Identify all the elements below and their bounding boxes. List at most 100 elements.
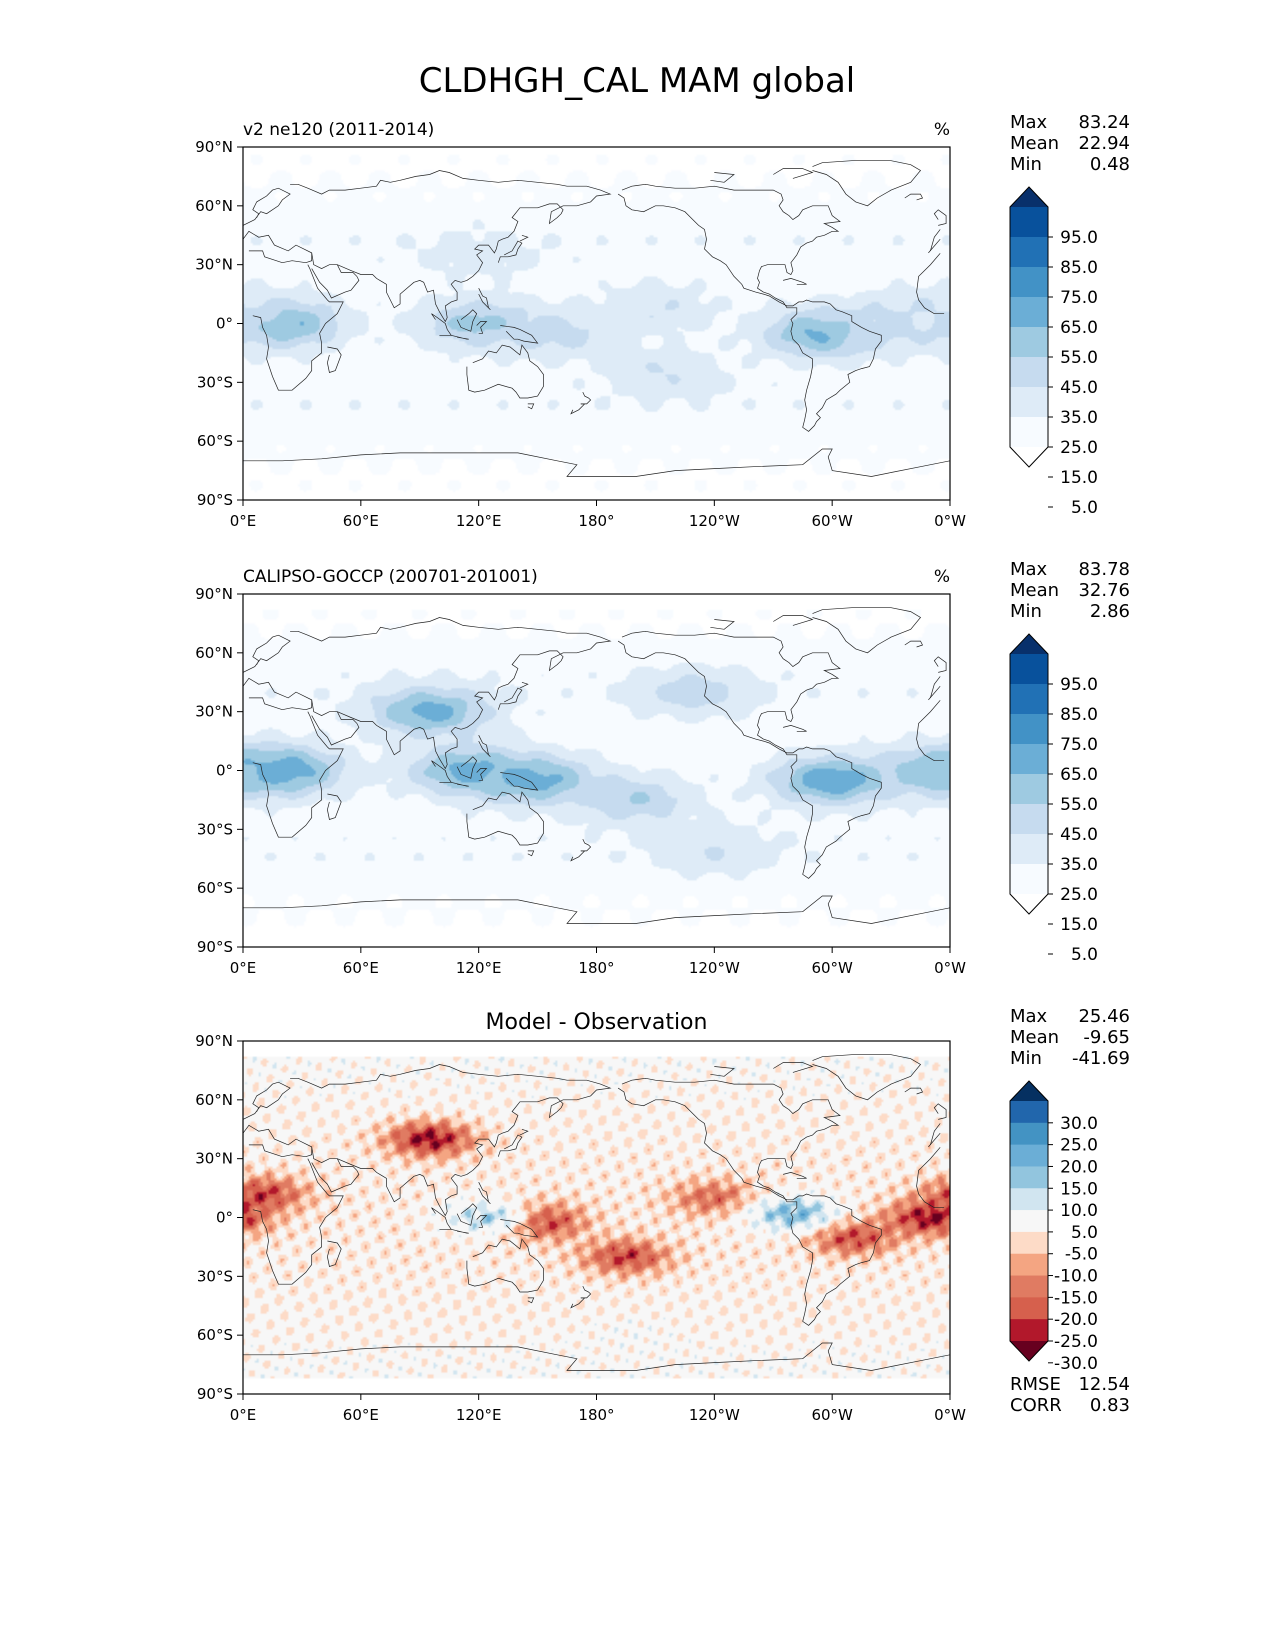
colorbar-segment	[1010, 774, 1048, 805]
colorbar-label: 75.0	[1060, 288, 1098, 308]
stat-value-corr: 0.83	[1090, 1395, 1130, 1416]
colorbar-label: 25.0	[1060, 885, 1098, 905]
colorbar-label: 5.0	[1071, 945, 1098, 965]
stat-label-rmse: RMSE	[1010, 1374, 1061, 1395]
colorbar-label: 20.0	[1060, 1157, 1098, 1177]
y-tick-label: 90°S	[197, 1385, 233, 1403]
colorbar-label: 75.0	[1060, 735, 1098, 755]
colorbar-label: 35.0	[1060, 855, 1098, 875]
y-tick-label: 30°S	[197, 373, 233, 391]
units-label: %	[934, 567, 950, 587]
map-panel-2: 0°E 60°E 120°E 180° 120°W 60°W 0°W 90°N 60°N 30°N…	[195, 559, 1130, 977]
colorbar-segment	[1010, 1081, 1048, 1101]
x-tick-label: 0°E	[230, 512, 257, 530]
stat-label-min: Min	[1010, 154, 1042, 175]
colorbar-segment	[1010, 1122, 1048, 1146]
x-tick-label: 60°E	[343, 512, 379, 530]
y-tick-label: 60°S	[197, 1326, 233, 1344]
x-tick-label: 120°W	[689, 959, 740, 977]
x-tick-label: 0°E	[230, 959, 257, 977]
colorbar-segment	[1010, 744, 1048, 775]
stat-label-max: Max	[1010, 559, 1048, 580]
stat-value-mean: -9.65	[1083, 1027, 1130, 1048]
colorbar-segment	[1010, 267, 1048, 298]
colorbar-segment	[1010, 804, 1048, 835]
x-tick-label: 60°E	[343, 1406, 379, 1424]
colorbar-label: 95.0	[1060, 228, 1098, 248]
colorbar-label: 45.0	[1060, 378, 1098, 398]
colorbar-label: -15.0	[1054, 1288, 1098, 1308]
y-tick-label: 0°	[216, 315, 233, 333]
colorbar-segment	[1010, 297, 1048, 328]
colorbar-label: 10.0	[1060, 1201, 1098, 1221]
coastlines	[243, 160, 950, 477]
colorbar-segment	[1010, 1319, 1048, 1342]
stat-label-mean: Mean	[1010, 133, 1059, 154]
colorbar-segment	[1010, 834, 1048, 865]
x-tick-label: 60°W	[811, 959, 853, 977]
colorbar-segment	[1010, 1210, 1048, 1233]
colorbar-label: 35.0	[1060, 408, 1098, 428]
stat-value-rmse: 12.54	[1078, 1374, 1130, 1395]
x-tick-label: 0°W	[934, 512, 966, 530]
colorbar-segment	[1010, 1188, 1048, 1211]
map-panel-1: 0°E 60°E 120°E 180° 120°W 60°W 0°W 90°N 60°N 30°N…	[195, 112, 1130, 530]
x-tick-label: 0°E	[230, 1406, 257, 1424]
stat-value-min: -41.69	[1072, 1048, 1130, 1069]
y-tick-label: 30°S	[197, 1267, 233, 1285]
stat-value-max: 83.24	[1078, 112, 1130, 133]
colorbar-segment	[1010, 654, 1048, 685]
colorbar-segment	[1010, 1166, 1048, 1189]
stat-value-mean: 22.94	[1078, 133, 1130, 154]
stat-value-max: 25.46	[1078, 1006, 1130, 1027]
colorbar-label: 85.0	[1060, 258, 1098, 278]
colorbar-label: -10.0	[1054, 1267, 1098, 1287]
colorbar-segment	[1010, 684, 1048, 715]
y-tick-label: 60°S	[197, 879, 233, 897]
colorbar-segment	[1010, 714, 1048, 745]
stat-value-min: 0.48	[1090, 154, 1130, 175]
x-tick-label: 0°W	[934, 1406, 966, 1424]
y-tick-label: 60°S	[197, 432, 233, 450]
colorbar-label: -20.0	[1054, 1310, 1098, 1330]
colorbar-label: 15.0	[1060, 468, 1098, 488]
x-tick-label: 180°	[578, 1406, 614, 1424]
panel-title: Model - Observation	[486, 1010, 708, 1035]
y-tick-label: 0°	[216, 1209, 233, 1227]
colorbar-segment	[1010, 1231, 1048, 1255]
colorbar-segment	[1010, 1275, 1048, 1298]
colorbar-segment	[1010, 417, 1048, 448]
panel-title: CALIPSO-GOCCP (200701-201001)	[243, 567, 538, 587]
x-tick-label: 180°	[578, 512, 614, 530]
colorbar: 95.0 85.0 75.0 65.0 55.0 45.0 35.0 25.0 15.0 5.0	[1009, 633, 1098, 965]
map-field-2	[243, 594, 950, 947]
stat-label-mean: Mean	[1010, 1027, 1059, 1048]
colorbar-label: -5.0	[1065, 1245, 1098, 1265]
stat-value-min: 2.86	[1090, 601, 1130, 622]
panel-title: v2 ne120 (2011-2014)	[243, 120, 434, 140]
colorbar-segment	[1010, 1253, 1048, 1277]
colorbar-label: 15.0	[1060, 915, 1098, 935]
x-tick-label: 120°W	[689, 512, 740, 530]
colorbar-label: 65.0	[1060, 765, 1098, 785]
y-tick-label: 60°N	[195, 197, 233, 215]
y-tick-label: 30°S	[197, 820, 233, 838]
colorbar-label: 65.0	[1060, 318, 1098, 338]
units-label: %	[934, 120, 950, 140]
colorbar: 30.025.020.015.010.05.0-5.0-10.0-15.0-20…	[1009, 1080, 1098, 1374]
stat-label-min: Min	[1010, 1048, 1042, 1069]
y-tick-label: 90°N	[195, 1032, 233, 1050]
y-tick-label: 30°N	[195, 256, 233, 274]
stat-value-mean: 32.76	[1078, 580, 1130, 601]
x-tick-label: 120°E	[456, 1406, 502, 1424]
colorbar-label: 25.0	[1060, 1136, 1098, 1156]
colorbar-label: 30.0	[1060, 1114, 1098, 1134]
stat-label-min: Min	[1010, 601, 1042, 622]
map-field-1	[243, 147, 950, 500]
colorbar-label: 55.0	[1060, 795, 1098, 815]
stat-label-max: Max	[1010, 1006, 1048, 1027]
colorbar-segment	[1010, 1101, 1048, 1124]
x-tick-label: 0°W	[934, 959, 966, 977]
map-panel-3: 0°E 60°E 120°E 180° 120°W 60°W 0°W 90°N 60°N 30°N…	[195, 1006, 1130, 1424]
